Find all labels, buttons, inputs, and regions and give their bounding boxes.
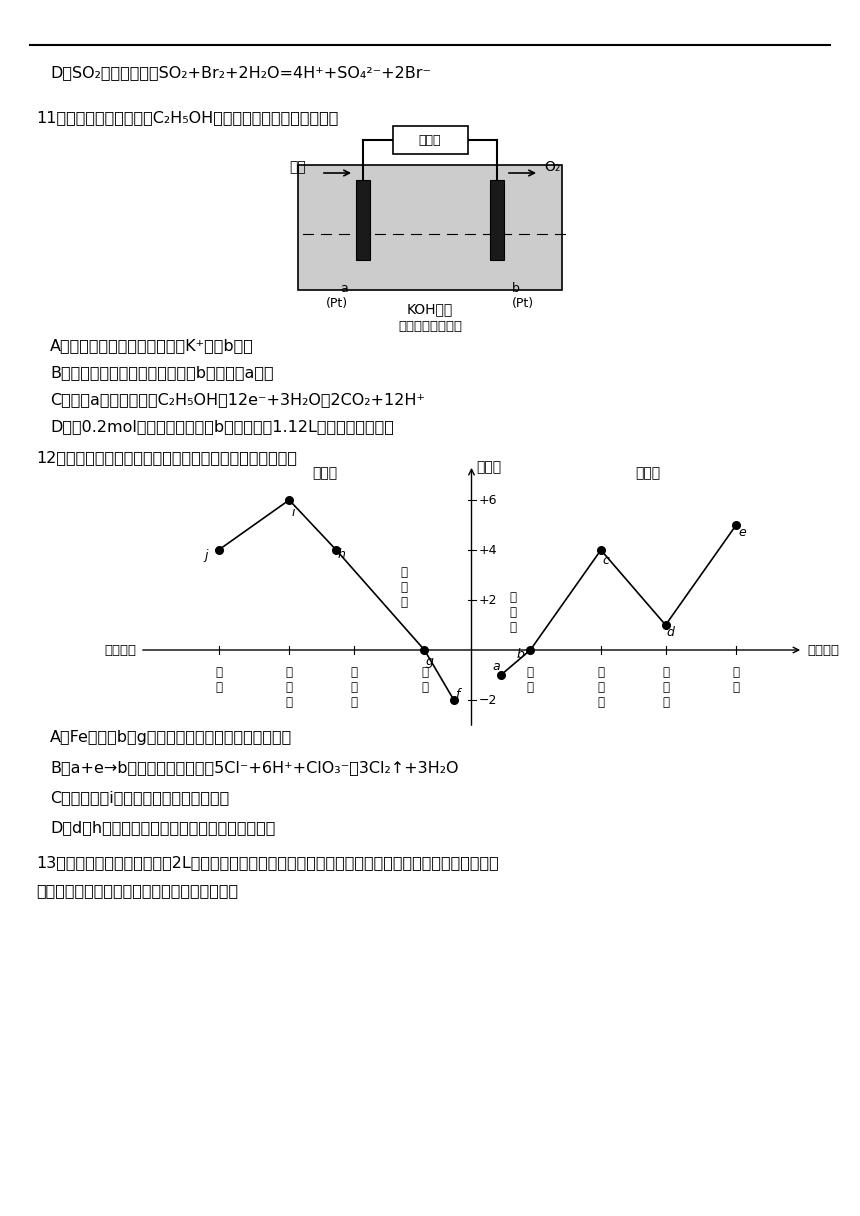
Bar [393, 126, 468, 154]
Text: KOH溶液: KOH溶液 [407, 302, 453, 316]
Text: 12．氯、硫元素的价类二维图如图所示。下列说法正确的是: 12．氯、硫元素的价类二维图如图所示。下列说法正确的是 [36, 450, 297, 465]
Text: 氢
化
物: 氢 化 物 [509, 591, 516, 634]
Text: +6: +6 [478, 494, 497, 507]
Text: 化合价: 化合价 [476, 460, 501, 474]
Text: 钠
盐: 钠 盐 [215, 666, 222, 694]
Text: 质的量变化如图所示，对该反应的推断合理的是: 质的量变化如图所示，对该反应的推断合理的是 [36, 883, 238, 897]
Text: 单
质: 单 质 [421, 666, 428, 694]
Text: 物质类别: 物质类别 [807, 643, 839, 657]
Text: 氯元素: 氯元素 [636, 466, 660, 480]
Text: g: g [426, 655, 433, 669]
Text: e: e [738, 527, 746, 540]
Text: 13．在一定温度下，向容积为2L的密闭容器中通入两种气体发生化学反应生成另外两种气体，反应中各物: 13．在一定温度下，向容积为2L的密闭容器中通入两种气体发生化学反应生成另外两种… [36, 855, 499, 869]
Text: 氧
化
物: 氧 化 物 [598, 666, 605, 709]
Text: 11．下列关于碱性乙醇（C₂H₅OH）燃料电池的说法不正确的是: 11．下列关于碱性乙醇（C₂H₅OH）燃料电池的说法不正确的是 [36, 109, 338, 125]
Bar [298, 165, 562, 289]
Text: 含
氧
酸: 含 氧 酸 [286, 666, 292, 709]
Text: C．电极a的反应式为：C₂H₅OH－12e⁻+3H₂O＝2CO₂+12H⁺: C．电极a的反应式为：C₂H₅OH－12e⁻+3H₂O＝2CO₂+12H⁺ [50, 392, 425, 407]
Text: D．当0.2mol电子通过装置时，b电极上消耗1.12L氧气（标准状况）: D．当0.2mol电子通过装置时，b电极上消耗1.12L氧气（标准状况） [50, 420, 394, 434]
Text: a
(Pt): a (Pt) [326, 282, 348, 310]
Text: A．电池工作时，电解质溶液中K⁺移向b电极: A．电池工作时，电解质溶液中K⁺移向b电极 [50, 338, 254, 353]
Text: 物质类别: 物质类别 [104, 643, 136, 657]
Text: f: f [455, 687, 459, 700]
Text: C．工业制备i的浓溶液常温下不与铁反应: C．工业制备i的浓溶液常温下不与铁反应 [50, 790, 230, 805]
Text: B．电池工作时，外电路中电流从b电极流向a电极: B．电池工作时，外电路中电流从b电极流向a电极 [50, 365, 273, 379]
Text: i: i [292, 506, 295, 518]
Text: −2: −2 [478, 693, 497, 706]
Text: 氧
化
物: 氧 化 物 [350, 666, 358, 709]
Text: b
(Pt): b (Pt) [512, 282, 534, 310]
Text: 钠
盐: 钠 盐 [733, 666, 740, 694]
Text: A．Fe分别与b、g反应，产物中铁元素的化合价相同: A．Fe分别与b、g反应，产物中铁元素的化合价相同 [50, 730, 292, 745]
Text: 含
氧
酸: 含 氧 酸 [662, 666, 669, 709]
Text: 硫元素: 硫元素 [312, 466, 337, 480]
Text: D．SO₂使溴水褪色：SO₂+Br₂+2H₂O=4H⁺+SO₄²⁻+2Br⁻: D．SO₂使溴水褪色：SO₂+Br₂+2H₂O=4H⁺+SO₄²⁻+2Br⁻ [50, 64, 431, 80]
Text: 用电器: 用电器 [419, 134, 441, 146]
Text: 氧
化
物: 氧 化 物 [401, 565, 408, 609]
Text: D．d、h的水溶液在空气中久置，溶液酸性均减弱: D．d、h的水溶液在空气中久置，溶液酸性均减弱 [50, 820, 275, 835]
Text: j: j [205, 548, 208, 562]
Text: +2: +2 [478, 593, 497, 607]
Text: c: c [603, 553, 610, 567]
Bar [490, 180, 504, 260]
Text: 乙醇: 乙醇 [289, 161, 306, 174]
Text: O₂: O₂ [544, 161, 561, 174]
Text: 碱性乙醇燃料电池: 碱性乙醇燃料电池 [398, 320, 462, 333]
Text: a: a [492, 660, 500, 674]
Text: +4: +4 [478, 544, 497, 557]
Text: d: d [666, 626, 674, 640]
Text: b: b [516, 648, 525, 662]
Bar [356, 180, 370, 260]
Text: B．a+e→b反应的离子方程式为5Cl⁻+6H⁺+ClO₃⁻＝3Cl₂↑+3H₂O: B．a+e→b反应的离子方程式为5Cl⁻+6H⁺+ClO₃⁻＝3Cl₂↑+3H₂… [50, 760, 458, 775]
Text: h: h [337, 548, 345, 562]
Text: 单
质: 单 质 [527, 666, 534, 694]
